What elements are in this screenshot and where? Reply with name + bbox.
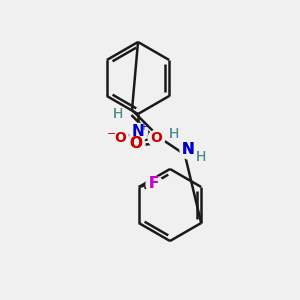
Text: O: O <box>150 131 162 145</box>
Text: H: H <box>113 107 123 121</box>
Text: −: − <box>107 129 117 139</box>
Text: +: + <box>139 122 147 132</box>
Text: N: N <box>132 124 144 140</box>
Text: H: H <box>169 127 179 141</box>
Text: H: H <box>196 150 206 164</box>
Text: H: H <box>169 127 179 141</box>
Text: H: H <box>113 107 123 121</box>
Text: N: N <box>182 142 194 158</box>
Text: O: O <box>130 136 142 152</box>
Text: F: F <box>148 176 159 191</box>
Text: F: F <box>148 176 159 191</box>
Text: N: N <box>182 142 194 158</box>
Text: O: O <box>114 131 126 145</box>
Text: O: O <box>130 136 142 152</box>
Text: H: H <box>196 150 206 164</box>
